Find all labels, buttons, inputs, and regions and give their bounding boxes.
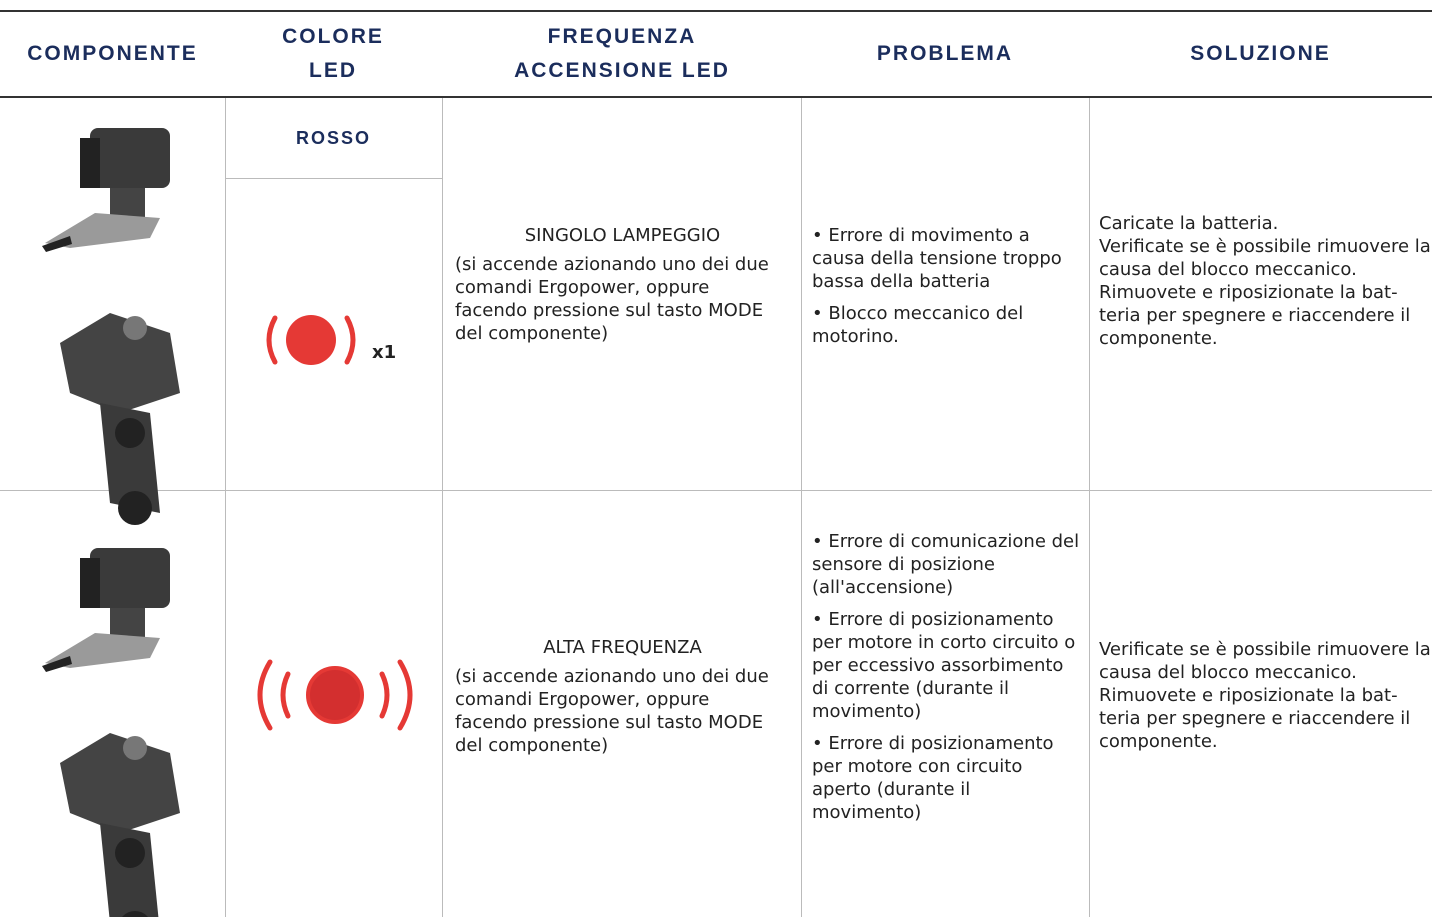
problem: • Errore di posizionamen­to per motore i…	[812, 609, 1076, 722]
header: COMPONENTE	[27, 41, 198, 65]
rule	[0, 96, 1432, 98]
problem-cell: • Errore di movimento a causa della tens…	[812, 224, 1080, 357]
solution: Verificate se è possibile rimuove­re la …	[1099, 236, 1431, 280]
led-icon	[266, 315, 356, 365]
front-derailleur	[42, 548, 170, 672]
problem: • Errore di comunicazione del sensore di…	[812, 531, 1080, 598]
led-icon	[257, 659, 413, 731]
frequency-note: (si accende azionando uno dei due comand…	[455, 254, 769, 344]
component-images	[42, 128, 180, 917]
header: COLORE LED	[282, 24, 384, 82]
rule	[442, 98, 443, 917]
front-derailleur	[42, 128, 170, 252]
solution: Caricate la batteria.	[1099, 213, 1279, 234]
rear-derailleur	[60, 733, 180, 917]
rule	[1089, 98, 1090, 917]
led-count: x1	[372, 342, 397, 363]
frequency-cell: ALTA FREQUENZA (si accende azionando uno…	[455, 636, 790, 757]
problem-cell: • Errore di comunicazione del sensore di…	[812, 530, 1080, 833]
frequency: SINGOLO LAMPEGGIO	[524, 225, 721, 246]
solution: Rimuovete e riposizionate la bat­teria p…	[1099, 685, 1411, 752]
frequency: ALTA FREQUENZA	[543, 637, 702, 658]
solution-cell: Verificate se è possibile rimuove­re la …	[1099, 638, 1432, 753]
rule	[225, 98, 226, 917]
rear-derailleur	[60, 313, 180, 525]
problem: • Blocco meccanico del motorino.	[812, 303, 1024, 347]
rule	[801, 98, 802, 917]
solution-cell: Caricate la batteria. Verificate se è po…	[1099, 212, 1432, 350]
problem: • Errore di posiziona­mento per motore c…	[812, 733, 1054, 823]
solution: Verificate se è possibile rimuove­re la …	[1099, 639, 1431, 683]
rule	[0, 10, 1432, 12]
header: SOLUZIONE	[1190, 41, 1331, 65]
header: FREQUENZA ACCENSIONE LED	[514, 24, 730, 82]
rule	[225, 178, 442, 179]
solution: Rimuovete e riposizionate la bat­teria p…	[1099, 282, 1411, 349]
rule	[0, 490, 1432, 491]
problem: • Errore di movimento a causa della tens…	[812, 225, 1062, 292]
header: PROBLEMA	[876, 41, 1014, 65]
frequency-cell: SINGOLO LAMPEGGIO (si accende azionando …	[455, 224, 790, 345]
led-color: ROSSO	[295, 128, 371, 148]
frequency-note: (si accende azionando uno dei due comand…	[455, 666, 769, 756]
